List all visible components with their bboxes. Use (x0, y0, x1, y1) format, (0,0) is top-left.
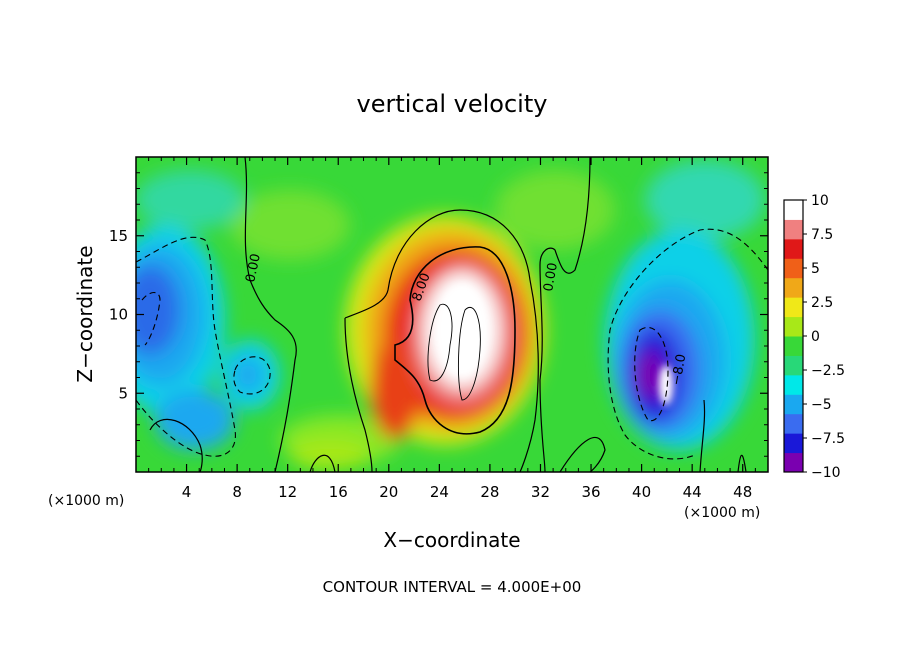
colorbar-tick-label: 7.5 (811, 227, 833, 243)
contour-interval-note: CONTOUR INTERVAL = 4.000E+00 (323, 578, 582, 596)
surface-contour (559, 437, 606, 472)
surface-contour (309, 454, 336, 472)
weak-downdraft-patch (645, 160, 765, 240)
colorbar-tick-label: −5 (811, 397, 832, 413)
mid-downdraft-core (233, 357, 263, 393)
x-tick-label: 8 (232, 483, 242, 501)
y-tick-label: 5 (118, 384, 128, 402)
velocity-field (136, 157, 768, 472)
zero-contour-right (539, 157, 591, 472)
mid-negative-contour (233, 356, 271, 395)
x-tick-label: 32 (531, 483, 550, 501)
colorbar-tick-label: 5 (811, 261, 820, 277)
colorbar-swatch (784, 277, 803, 298)
x-tick-label: 28 (480, 483, 499, 501)
x-tick-label: 44 (683, 483, 702, 501)
left-lower-downdraft (155, 390, 235, 450)
surface-contour (737, 454, 747, 472)
colorbar-swatch (784, 452, 803, 473)
zero-contour-updraft (344, 209, 539, 472)
zero-contour-left (244, 157, 297, 472)
colorbar-swatch (784, 413, 803, 434)
colorbar-swatch (784, 394, 803, 415)
contour-label: −8.0 (669, 353, 689, 387)
y-unit-label: (×1000 m) (48, 493, 124, 509)
y-axis-label: Z−coordinate (73, 245, 97, 382)
colorbar-swatch (784, 316, 803, 337)
colorbar-tick-label: −7.5 (811, 431, 845, 447)
colorbar-swatch (784, 355, 803, 376)
colorbar: 10 7.5 5 2.5 0 −2.5 −5 −7.5 −10 (783, 193, 845, 481)
contour-label: 0.00 (541, 262, 561, 293)
colorbar-swatch (784, 238, 803, 259)
x-tick-label: 36 (581, 483, 600, 501)
updraft-left-lobe (370, 340, 420, 440)
x-axis-ticks: 4 8 12 16 20 24 28 32 36 40 44 48 (148, 157, 756, 501)
right-negative-inner (634, 327, 669, 422)
chart-title: vertical velocity (357, 90, 548, 118)
weak-updraft-patch (495, 170, 615, 250)
right-downdraft-max (636, 350, 664, 400)
colorbar-swatch (784, 374, 803, 395)
weak-downdraft-patch (136, 170, 245, 230)
left-downdraft-core (136, 265, 180, 355)
white-core-inner (437, 285, 487, 375)
surface-contour (699, 399, 706, 472)
colorbar-tick-label: −10 (811, 465, 841, 481)
x-tick-label: 4 (182, 483, 192, 501)
colorbar-swatch (784, 336, 803, 356)
x-unit-label: (×1000 m) (684, 505, 760, 521)
colorbar-tick-label: 0 (811, 329, 820, 345)
contour-lines (149, 157, 747, 472)
colorbar-tick-label: 2.5 (811, 295, 833, 311)
colorbar-tick-label: −2.5 (811, 363, 845, 379)
x-tick-label: 40 (632, 483, 651, 501)
colorbar-swatch (784, 297, 803, 318)
colorbar-tick-label: 10 (811, 193, 829, 209)
y-axis-ticks: 5 10 15 (109, 172, 768, 457)
contour-label: 0.00 (243, 252, 264, 283)
x-tick-label: 20 (379, 483, 398, 501)
y-tick-label: 10 (109, 306, 128, 324)
surface-contour (149, 418, 203, 472)
left-negative-contour (136, 236, 236, 457)
surface-streak (290, 440, 370, 470)
left-negative-inner (141, 291, 161, 346)
plot-area: 0.00 8.00 0.00 −8.0 (136, 157, 768, 472)
x-tick-label: 16 (329, 483, 348, 501)
x-axis-label: X−coordinate (383, 528, 520, 552)
x-tick-label: 48 (733, 483, 752, 501)
weak-updraft-patch (230, 190, 350, 260)
colorbar-swatch (784, 200, 803, 220)
core-contour-b (457, 307, 481, 401)
x-tick-label: 24 (430, 483, 449, 501)
colorbar-swatch (784, 258, 803, 279)
colorbar-swatch (784, 433, 803, 454)
colorbar-swatch (784, 219, 803, 240)
x-tick-label: 12 (278, 483, 297, 501)
eight-contour (394, 246, 516, 435)
y-tick-label: 15 (109, 227, 128, 245)
core-contour-a (427, 303, 453, 382)
right-negative-contour (607, 228, 768, 460)
right-core-white (659, 365, 673, 405)
negative-contours (136, 228, 768, 460)
